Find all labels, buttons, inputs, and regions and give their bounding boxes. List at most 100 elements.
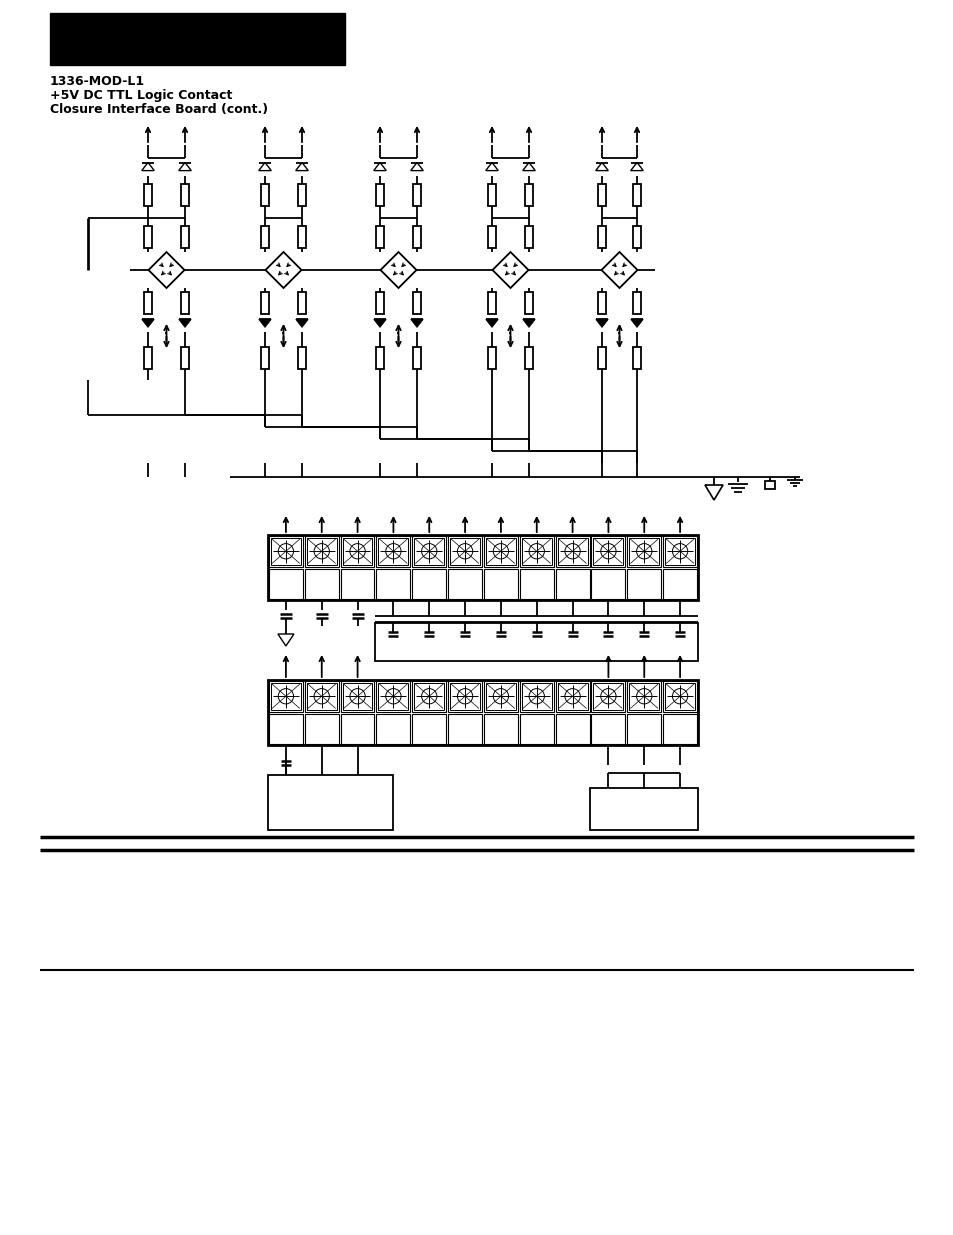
Bar xyxy=(633,347,640,369)
Polygon shape xyxy=(485,320,497,327)
Bar xyxy=(378,683,408,709)
Polygon shape xyxy=(295,320,308,327)
Bar xyxy=(519,680,553,711)
Polygon shape xyxy=(178,320,192,327)
Polygon shape xyxy=(265,252,301,288)
Bar xyxy=(524,226,533,248)
Bar xyxy=(488,347,496,369)
Bar xyxy=(485,538,516,564)
Bar xyxy=(297,347,306,369)
Bar xyxy=(488,291,496,314)
Bar xyxy=(483,568,517,599)
Bar xyxy=(297,184,306,206)
Bar xyxy=(627,680,660,711)
Bar xyxy=(340,568,375,599)
Polygon shape xyxy=(522,320,535,327)
Bar xyxy=(764,480,774,489)
Bar xyxy=(633,226,640,248)
Bar xyxy=(558,683,587,709)
Bar xyxy=(305,536,338,567)
Polygon shape xyxy=(630,320,642,327)
Bar xyxy=(375,622,698,661)
Bar xyxy=(307,538,336,564)
Text: 1336-MOD-L1: 1336-MOD-L1 xyxy=(50,75,145,88)
Bar xyxy=(633,184,640,206)
Bar xyxy=(450,683,479,709)
Bar xyxy=(483,536,517,567)
Bar xyxy=(268,535,698,600)
Bar xyxy=(181,226,189,248)
Polygon shape xyxy=(411,320,423,327)
Bar xyxy=(448,568,481,599)
Bar xyxy=(375,347,384,369)
Bar xyxy=(181,347,189,369)
Bar xyxy=(412,536,446,567)
Bar xyxy=(375,291,384,314)
Bar xyxy=(297,226,306,248)
Bar xyxy=(268,680,698,745)
Polygon shape xyxy=(374,320,386,327)
Bar xyxy=(181,184,189,206)
Bar xyxy=(305,680,338,711)
Bar xyxy=(591,680,624,711)
Bar xyxy=(414,538,444,564)
Text: +5V DC TTL Logic Contact: +5V DC TTL Logic Contact xyxy=(50,89,233,103)
Bar xyxy=(598,347,605,369)
Bar xyxy=(305,568,338,599)
Bar xyxy=(519,568,553,599)
Bar xyxy=(413,184,420,206)
Bar xyxy=(488,226,496,248)
Polygon shape xyxy=(601,252,637,288)
Bar xyxy=(627,714,660,743)
Bar xyxy=(519,714,553,743)
Bar xyxy=(524,184,533,206)
Bar xyxy=(662,714,697,743)
Bar xyxy=(593,683,622,709)
Bar xyxy=(144,291,152,314)
Bar xyxy=(558,538,587,564)
Bar xyxy=(483,714,517,743)
Bar xyxy=(375,184,384,206)
Bar xyxy=(269,536,302,567)
Bar xyxy=(269,680,302,711)
Bar xyxy=(261,291,269,314)
Polygon shape xyxy=(380,252,416,288)
Bar xyxy=(598,226,605,248)
Bar xyxy=(627,568,660,599)
Bar xyxy=(376,568,410,599)
Bar xyxy=(519,536,553,567)
Bar xyxy=(261,347,269,369)
Bar xyxy=(342,538,372,564)
Bar xyxy=(662,568,697,599)
Bar xyxy=(555,714,589,743)
Bar xyxy=(627,536,660,567)
Bar xyxy=(448,536,481,567)
Bar xyxy=(307,683,336,709)
Bar xyxy=(297,291,306,314)
Bar xyxy=(50,14,345,65)
Bar xyxy=(664,683,695,709)
Bar xyxy=(450,538,479,564)
Bar xyxy=(269,568,302,599)
Bar xyxy=(591,568,624,599)
Polygon shape xyxy=(149,252,184,288)
Bar xyxy=(555,568,589,599)
Bar xyxy=(485,683,516,709)
Bar xyxy=(414,683,444,709)
Bar xyxy=(261,184,269,206)
Polygon shape xyxy=(595,320,608,327)
Bar xyxy=(376,536,410,567)
Bar xyxy=(521,683,551,709)
Bar xyxy=(342,683,372,709)
Bar xyxy=(598,184,605,206)
Bar xyxy=(629,538,659,564)
Bar xyxy=(488,184,496,206)
Polygon shape xyxy=(142,320,154,327)
Bar xyxy=(524,291,533,314)
Bar xyxy=(448,680,481,711)
Bar xyxy=(524,347,533,369)
Bar xyxy=(413,226,420,248)
Text: Closure Interface Board (cont.): Closure Interface Board (cont.) xyxy=(50,103,268,116)
Polygon shape xyxy=(258,320,271,327)
Bar xyxy=(144,184,152,206)
